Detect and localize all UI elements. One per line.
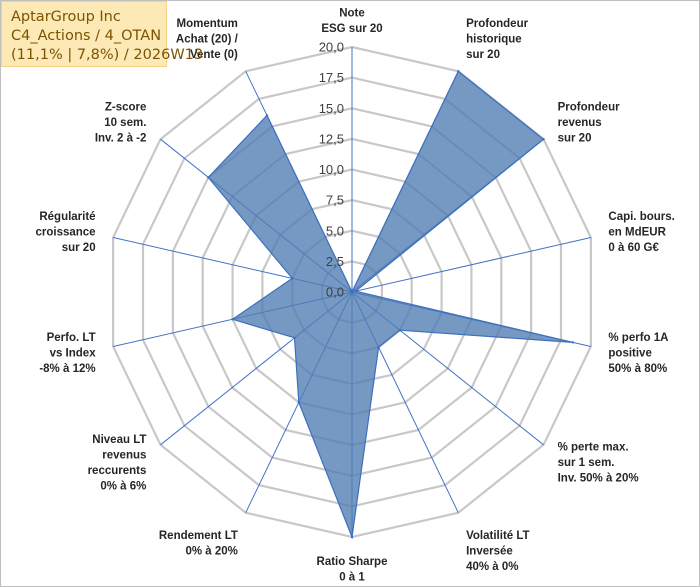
axis-label-group: Rendement LT 0% à 20% — [159, 530, 238, 558]
series-point — [297, 401, 300, 404]
axis-label: Profondeur — [466, 18, 528, 30]
axis-label-group: Momentum Achat (20) / Vente (0) — [176, 18, 239, 61]
axis-label: Niveau LT — [92, 434, 146, 446]
series-point — [457, 70, 460, 73]
axis-label-group: % perte max. sur 1 sem. Inv. 50% à 20% — [558, 442, 639, 485]
tick-label: 2,5 — [326, 254, 344, 269]
axis-label: Perfo. LT — [47, 332, 96, 344]
axis-label: positive — [608, 348, 651, 360]
series-point — [377, 346, 380, 349]
axis-label: revenus — [558, 117, 602, 129]
axis-label: sur 1 sem. — [558, 457, 615, 469]
axis-label-group: Perfo. LT vs Index -8% à 12% — [39, 332, 96, 375]
axis-label: ESG sur 20 — [321, 23, 382, 35]
axis-label: Note — [339, 8, 365, 20]
tick-label: 17,5 — [319, 70, 344, 85]
axis-label-group: Niveau LT revenus reccurents 0% à 6% — [88, 434, 147, 493]
axis-label: sur 20 — [558, 132, 592, 144]
axis-label: 40% à 0% — [466, 561, 518, 573]
axis-label-group: Z-score 10 sem. Inv. 2 à -2 — [95, 101, 147, 144]
tick-label: 12,5 — [319, 131, 344, 146]
axis-label: 50% à 80% — [608, 363, 667, 375]
axis-label-group: Note ESG sur 20 — [321, 8, 382, 36]
axis-label: Inv. 2 à -2 — [95, 132, 147, 144]
axis-label: -8% à 12% — [39, 363, 95, 375]
axis-label: vs Index — [50, 348, 97, 360]
series-point — [291, 277, 294, 280]
series-point — [571, 341, 575, 344]
axis-labels: Note ESG sur 20 Profondeur historique sur 20… — [35, 8, 674, 584]
series-point — [207, 176, 210, 179]
axis-label: 0 à 60 G€ — [608, 242, 659, 254]
tick-label: 15,0 — [319, 101, 344, 116]
axis-label: en MdEUR — [608, 226, 666, 238]
company-name: AptarGroup Inc — [11, 9, 121, 25]
series-point — [350, 290, 354, 294]
series-point — [293, 336, 296, 339]
axis-label-group: Volatilité LT Inversée 40% à 0% — [466, 530, 529, 573]
series-point — [542, 138, 545, 141]
axis-label: Inversée — [466, 546, 513, 558]
axis-label: Rendement LT — [159, 530, 238, 542]
series-point — [350, 535, 354, 539]
series-point — [354, 290, 357, 293]
series-point — [231, 318, 234, 321]
axis-label: croissance — [35, 226, 95, 238]
axis-label: reccurents — [88, 465, 147, 477]
axis-label-group: Régularité croissance sur 20 — [35, 211, 95, 254]
tick-label: 10,0 — [319, 162, 344, 177]
axis-label: % perte max. — [558, 442, 629, 454]
axis-label-group: Profondeur historique sur 20 — [466, 18, 528, 61]
tick-label: 7,5 — [326, 193, 344, 208]
axis-label: 10 sem. — [104, 117, 146, 129]
axis-label: revenus — [102, 450, 146, 462]
tick-label: 0,0 — [326, 285, 344, 300]
axis-label: Inv. 50% à 20% — [558, 473, 639, 485]
portfolio-name: C4_Actions / 4_OTAN — [11, 28, 162, 44]
axis-label: 0% à 20% — [185, 546, 237, 558]
axis-label: Z-score — [105, 101, 147, 113]
axis-label-group: Capi. bours. en MdEUR 0 à 60 G€ — [608, 211, 674, 254]
axis-label: Profondeur — [558, 101, 620, 113]
tick-label: 20,0 — [319, 40, 344, 55]
series-point — [265, 114, 269, 117]
data-series — [207, 70, 575, 540]
axis-label: sur 20 — [62, 242, 96, 254]
axis-spoke — [351, 237, 592, 293]
axis-label: Achat (20) / — [176, 34, 239, 46]
axis-label: % perfo 1A — [608, 332, 668, 344]
performance-stats: (11,1% | 7,8%) / 2026W13 — [11, 47, 204, 63]
axis-label: 0 à 1 — [339, 572, 365, 584]
tick-label: 5,0 — [326, 223, 344, 238]
axis-label: Régularité — [39, 211, 95, 223]
axis-label-group: Profondeur revenus sur 20 — [558, 101, 620, 144]
title-box: AptarGroup Inc C4_Actions / 4_OTAN (11,1… — [1, 1, 204, 67]
tick-labels: 0,0 2,5 5,0 7,5 10,0 12,5 15,0 17,5 20,0 — [319, 40, 344, 300]
axis-label: Vente (0) — [190, 49, 238, 61]
axis-label: 0% à 6% — [100, 481, 146, 493]
axis-label-group: Ratio Sharpe 0 à 1 — [317, 556, 388, 584]
axis-label: Capi. bours. — [608, 211, 674, 223]
axis-label-group: % perfo 1A positive 50% à 80% — [608, 332, 668, 375]
axis-label: Ratio Sharpe — [317, 556, 388, 568]
axis-label: Momentum — [177, 18, 238, 30]
axis-label: Volatilité LT — [466, 530, 529, 542]
series-point — [398, 329, 402, 332]
axis-label: historique — [466, 34, 522, 46]
axis-label: sur 20 — [466, 49, 500, 61]
